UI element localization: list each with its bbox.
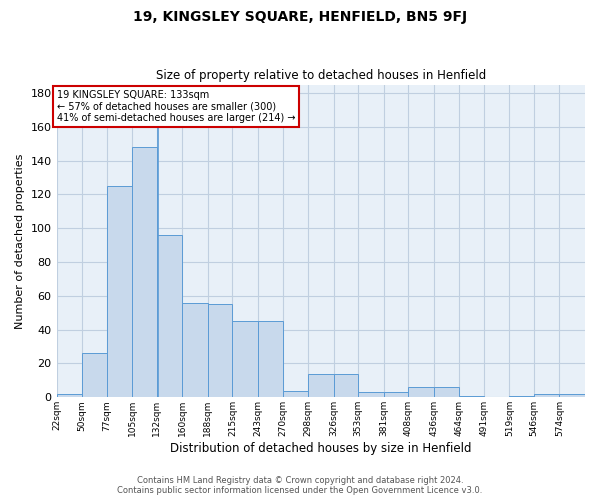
Bar <box>334 374 358 398</box>
Bar <box>182 302 208 398</box>
Bar <box>534 394 559 398</box>
Text: 19 KINGSLEY SQUARE: 133sqm
← 57% of detached houses are smaller (300)
41% of sem: 19 KINGSLEY SQUARE: 133sqm ← 57% of deta… <box>57 90 295 123</box>
Text: 19, KINGSLEY SQUARE, HENFIELD, BN5 9FJ: 19, KINGSLEY SQUARE, HENFIELD, BN5 9FJ <box>133 10 467 24</box>
Bar <box>157 235 182 398</box>
Bar <box>56 394 82 398</box>
Bar <box>283 390 308 398</box>
Bar <box>509 396 534 398</box>
Text: Contains HM Land Registry data © Crown copyright and database right 2024.
Contai: Contains HM Land Registry data © Crown c… <box>118 476 482 495</box>
Bar <box>408 387 434 398</box>
Bar <box>358 392 383 398</box>
Bar <box>459 396 484 398</box>
Bar <box>258 321 283 398</box>
Bar <box>383 392 408 398</box>
Y-axis label: Number of detached properties: Number of detached properties <box>15 153 25 328</box>
Bar <box>308 374 334 398</box>
Bar <box>559 394 585 398</box>
Bar <box>82 354 107 398</box>
X-axis label: Distribution of detached houses by size in Henfield: Distribution of detached houses by size … <box>170 442 472 455</box>
Bar <box>232 321 258 398</box>
Bar <box>208 304 232 398</box>
Bar <box>434 387 459 398</box>
Bar <box>132 147 157 398</box>
Title: Size of property relative to detached houses in Henfield: Size of property relative to detached ho… <box>155 69 486 82</box>
Bar <box>107 186 132 398</box>
